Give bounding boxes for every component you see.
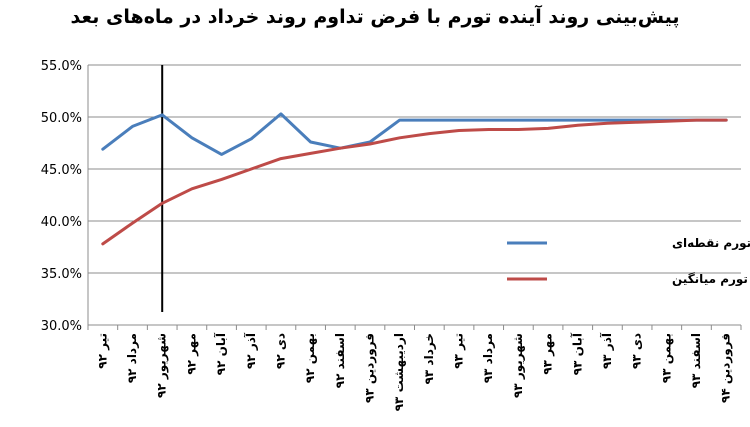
x-tick-label: مرداد ۹۲ <box>125 333 139 383</box>
x-tick-label: آبان ۹۳ <box>569 332 584 375</box>
x-tick-label: اردیبهشت ۹۳ <box>392 333 406 411</box>
x-tick-label: تیر ۹۲ <box>95 333 109 369</box>
x-tick-label: مهر ۹۲ <box>184 333 198 375</box>
y-tick-label: 55.0% <box>41 59 82 74</box>
chart-title: پیش‌بینی روند آینده تورم با فرض تداوم رو… <box>70 6 680 28</box>
series-line-point-inflation <box>101 112 728 156</box>
x-tick-label: فروردین ۹۴ <box>719 333 734 403</box>
series-line-average-inflation <box>101 118 728 246</box>
x-tick-label: اسفند ۹۳ <box>689 333 703 388</box>
x-tick-label: آذر ۹۳ <box>599 332 614 369</box>
x-tick-label: آبان ۹۲ <box>213 332 228 375</box>
y-tick-label: 35.0% <box>41 267 82 282</box>
legend-label: نرخ تورم نقطه‌ای <box>672 236 750 251</box>
x-tick-label: تیر ۹۳ <box>452 333 466 369</box>
x-tick-label: مهر ۹۳ <box>541 333 555 375</box>
x-tick-label: خرداد ۹۳ <box>422 333 436 384</box>
x-tick-label: اسفند ۹۲ <box>333 333 347 388</box>
y-tick-label: 45.0% <box>41 163 82 178</box>
y-tick-label: 50.0% <box>41 111 82 126</box>
x-tick-label: فروردین ۹۳ <box>362 333 377 403</box>
legend-label: نرخ تورم میانگین <box>672 272 750 287</box>
x-tick-label: بهمن ۹۳ <box>659 333 673 383</box>
y-tick-label: 30.0% <box>41 319 82 334</box>
x-tick-label: دی ۹۲ <box>273 333 287 369</box>
x-tick-label: آذر ۹۲ <box>243 332 258 369</box>
x-tick-label: شهریور ۹۳ <box>511 333 526 398</box>
x-tick-label: شهریور ۹۲ <box>155 333 170 398</box>
x-tick-label: مرداد ۹۳ <box>481 333 495 383</box>
y-tick-label: 40.0% <box>41 215 82 230</box>
x-tick-label: بهمن ۹۲ <box>303 333 317 383</box>
x-tick-label: دی ۹۳ <box>630 333 644 369</box>
